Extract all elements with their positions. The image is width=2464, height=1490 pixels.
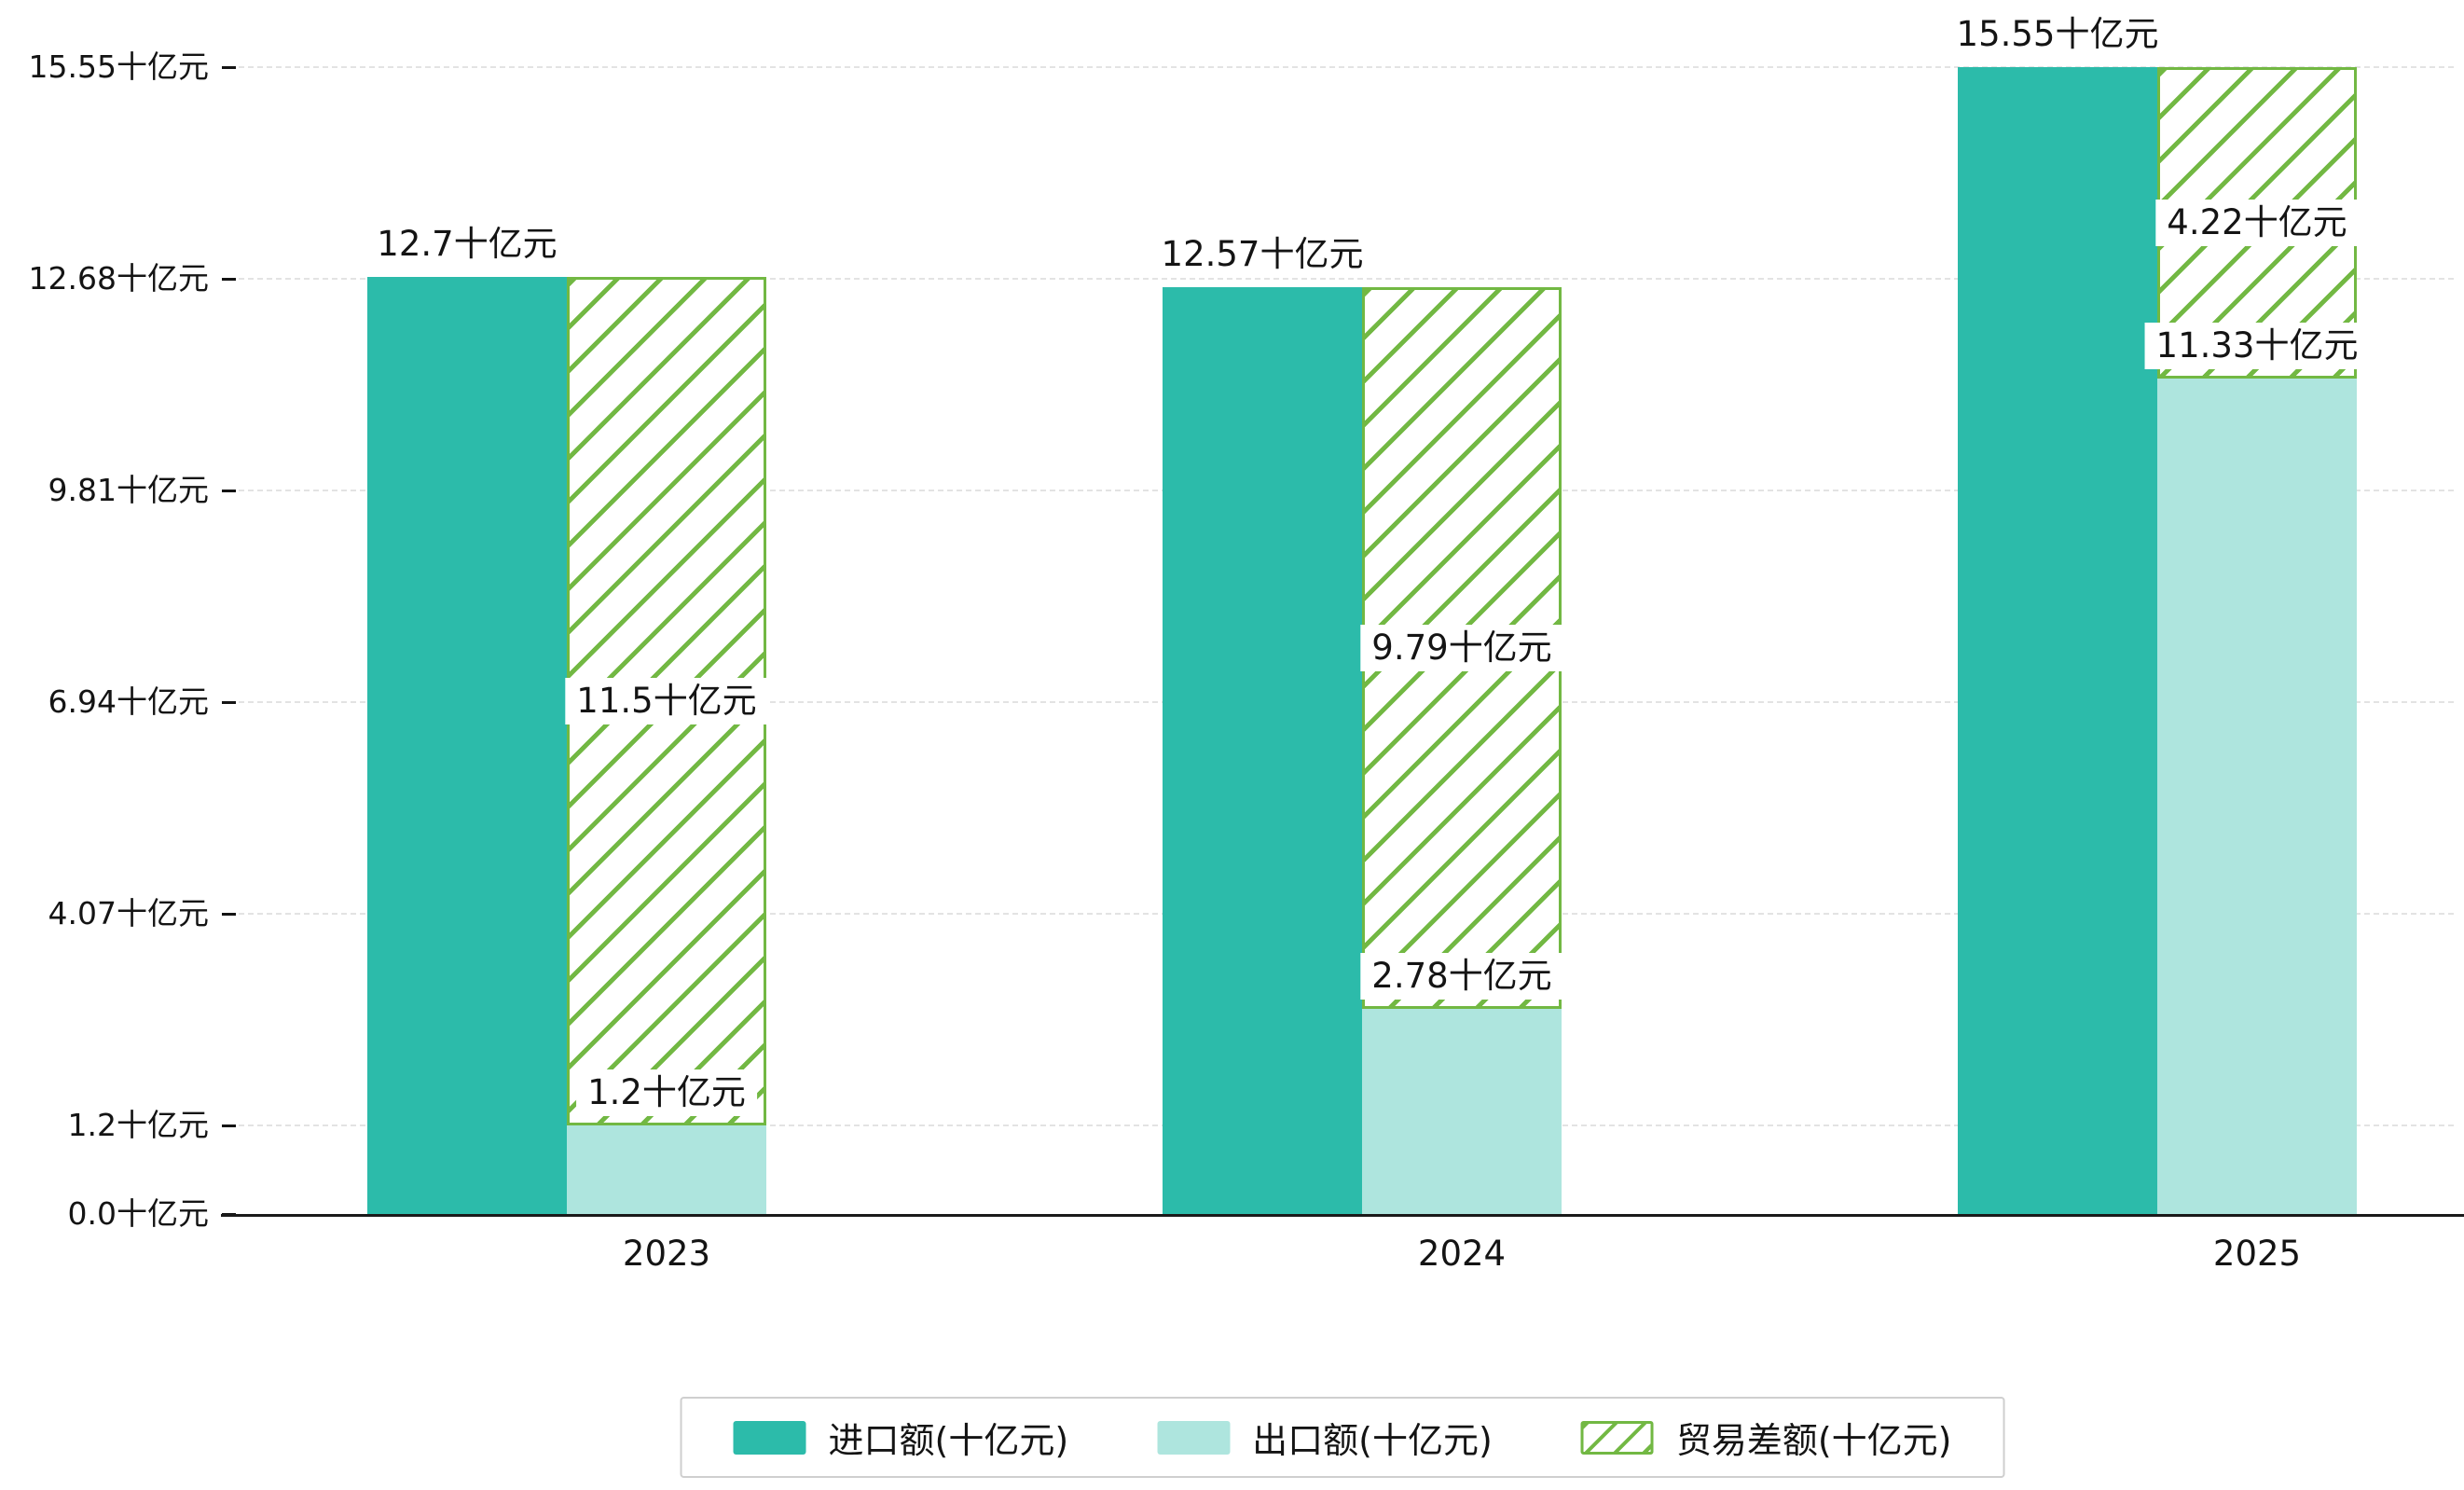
x-axis-category-label: 2024 <box>1417 1234 1507 1274</box>
import-bar <box>1958 67 2157 1214</box>
y-axis-tick-label: 1.2十亿元 <box>67 1107 209 1144</box>
y-axis-tick <box>222 489 236 492</box>
export-value-label: 2.78十亿元 <box>1360 953 1563 1000</box>
x-axis-category-label: 2023 <box>622 1234 711 1274</box>
y-axis-tick-label: 9.81十亿元 <box>48 472 209 509</box>
y-axis-tick <box>222 700 236 704</box>
y-axis-tick <box>222 1124 236 1127</box>
legend-item-export: 出口额(十亿元) <box>1157 1412 1493 1463</box>
import-value-label: 12.7十亿元 <box>365 221 569 269</box>
legend-swatch-import <box>733 1420 806 1455</box>
legend-swatch-balance <box>1580 1420 1654 1455</box>
export-bar <box>567 1125 766 1214</box>
export-value-label: 11.33十亿元 <box>2144 322 2370 369</box>
legend: 进口额(十亿元) 出口额(十亿元) 贸易差额(十亿元) <box>680 1397 2005 1478</box>
gridline <box>229 278 2454 281</box>
y-axis-tick-label: 0.0十亿元 <box>67 1195 209 1232</box>
y-axis-tick-label: 6.94十亿元 <box>48 683 209 721</box>
legend-item-balance: 贸易差额(十亿元) <box>1580 1412 1952 1463</box>
trade-balance-value-label: 11.5十亿元 <box>565 678 768 725</box>
y-axis-tick-label: 12.68十亿元 <box>28 260 209 297</box>
export-value-label: 1.2十亿元 <box>576 1069 757 1117</box>
y-axis-tick <box>222 912 236 916</box>
trade-balance-value-label: 9.79十亿元 <box>1360 624 1563 671</box>
legend-label-balance: 贸易差额(十亿元) <box>1675 1420 1952 1461</box>
export-bar <box>2157 378 2357 1214</box>
x-axis-category-label: 2025 <box>2212 1234 2302 1274</box>
export-bar <box>1362 1009 1562 1214</box>
y-axis-tick <box>222 65 236 69</box>
y-axis-tick-label: 15.55十亿元 <box>28 48 209 85</box>
import-value-label: 12.57十亿元 <box>1149 230 1375 278</box>
trade-balance-value-label: 4.22十亿元 <box>2155 199 2359 246</box>
y-axis-tick-label: 4.07十亿元 <box>48 895 209 932</box>
legend-item-import: 进口额(十亿元) <box>733 1412 1069 1463</box>
import-bar <box>1163 286 1362 1214</box>
import-value-label: 15.55十亿元 <box>1945 11 2170 58</box>
legend-swatch-export <box>1157 1420 1231 1455</box>
x-axis-line <box>221 1214 2464 1217</box>
import-bar <box>367 277 567 1214</box>
y-axis-tick <box>222 277 236 281</box>
legend-label-import: 进口额(十亿元) <box>828 1420 1069 1461</box>
legend-label-export: 出口额(十亿元) <box>1252 1420 1493 1461</box>
gridline <box>229 66 2454 68</box>
